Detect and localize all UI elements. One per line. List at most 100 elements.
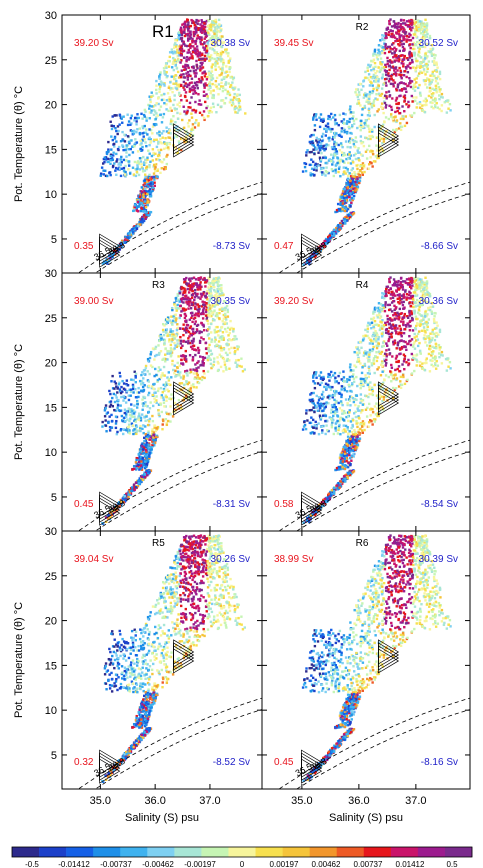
y-tick-label: 10 (45, 705, 57, 717)
transport-bottom-right: -8.73 Sv (213, 241, 250, 252)
transport-top-right: 30.35 Sv (211, 296, 250, 307)
colorbar-swatch (93, 847, 121, 857)
transport-top-left: 39.45 Sv (274, 38, 313, 49)
lower-triangle-marker (301, 500, 323, 526)
y-tick-label: 20 (45, 100, 57, 112)
upper-triangle-marker (378, 132, 400, 158)
colorbar-swatch (363, 847, 392, 857)
y-tick-label: 15 (45, 402, 57, 414)
colorbar-swatch (39, 847, 67, 857)
panel-title: R2 (356, 22, 369, 33)
y-tick-label: 25 (45, 313, 57, 325)
x-tick-label: 36.0 (348, 795, 369, 807)
colorbar-label: 0.00462 (312, 860, 341, 868)
scatter-cloud (99, 18, 247, 265)
isopycnal-line (296, 709, 470, 789)
transport-bottom-left: 0.47 (274, 241, 294, 252)
colorbar-swatch (417, 847, 446, 857)
upper-triangle-marker (378, 648, 400, 674)
panel-title: R4 (356, 280, 369, 291)
transport-bottom-left: 0.45 (74, 499, 94, 510)
colorbar-swatch (201, 847, 229, 857)
isopycnal-line (77, 181, 262, 273)
y-tick-label: 20 (45, 616, 57, 628)
transport-bottom-right: -8.54 Sv (421, 499, 458, 510)
x-tick-label: 37.0 (405, 795, 426, 807)
scatter-cloud (301, 18, 452, 266)
scatter-cloud (101, 276, 246, 525)
x-tick-label: 35.0 (291, 795, 312, 807)
y-tick-label: 30 (45, 10, 57, 22)
transport-top-left: 39.20 Sv (274, 296, 313, 307)
y-tick-label: 15 (45, 660, 57, 672)
upper-triangle-marker (378, 390, 400, 416)
colorbar-swatch (336, 847, 365, 857)
colorbar-swatch (255, 847, 283, 857)
colorbar-label: 0 (240, 860, 245, 868)
colorbar-swatch (390, 847, 419, 857)
x-tick-label: 36.0 (144, 795, 165, 807)
isopycnal-line (77, 697, 262, 789)
upper-triangle-marker (173, 132, 195, 158)
panel-title: R3 (152, 280, 165, 291)
panel-frame (61, 530, 263, 790)
transport-top-right: 30.39 Sv (419, 554, 458, 565)
y-tick-label: 5 (51, 750, 57, 762)
panel-title: R1 (152, 22, 174, 41)
scatter-cloud (301, 276, 452, 524)
upper-triangle-marker (173, 390, 195, 416)
transport-top-left: 39.00 Sv (74, 296, 113, 307)
lower-triangle-marker (99, 500, 121, 526)
y-tick-label: 20 (45, 358, 57, 370)
transport-bottom-left: 0.58 (274, 499, 294, 510)
isopycnal-line (278, 439, 470, 531)
colorbar-swatch (228, 847, 256, 857)
isopycnal-line (94, 709, 262, 789)
transport-top-right: 30.26 Sv (211, 554, 250, 565)
colorbar-label: 0.00197 (270, 860, 299, 868)
y-tick-label: 15 (45, 144, 57, 156)
isopycnal-line (77, 439, 262, 531)
transport-bottom-right: -8.31 Sv (213, 499, 250, 510)
x-axis-label: Salinity (S) psu (125, 812, 199, 824)
transport-bottom-right: -8.16 Sv (421, 757, 458, 768)
colorbar: -0.5 -0.01412 -0.00737 -0.00462 -0.00197 0 0.0… (11, 846, 473, 868)
transport-top-left: 39.20 Sv (74, 38, 113, 49)
colorbar-swatch (174, 847, 202, 857)
isopycnal-line (296, 451, 470, 531)
x-axis-label: Salinity (S) psu (329, 812, 403, 824)
y-tick-label: 30 (45, 526, 57, 538)
y-tick-label: 10 (45, 447, 57, 459)
colorbar-label: 0.00737 (354, 860, 383, 868)
transport-top-right: 30.36 Sv (419, 296, 458, 307)
colorbar-label: -0.00197 (184, 860, 216, 868)
colorbar-swatch (12, 847, 40, 857)
transport-bottom-left: 0.32 (74, 757, 94, 768)
y-tick-label: 25 (45, 571, 57, 583)
transport-top-left: 39.04 Sv (74, 554, 113, 565)
colorbar-label: -0.01412 (58, 860, 90, 868)
transport-bottom-left: 0.35 (74, 241, 94, 252)
y-axis-label: Pot. Temperature (θ) °C (13, 86, 25, 202)
isopycnal-line (296, 193, 470, 273)
colorbar-swatch (309, 847, 338, 857)
colorbar-swatch (282, 847, 310, 857)
isopycnal-line (94, 193, 262, 273)
y-axis-label: Pot. Temperature (θ) °C (13, 344, 25, 460)
transport-top-left: 38.99 Sv (274, 554, 313, 565)
colorbar-label: 0.01412 (396, 860, 425, 868)
colorbar-label: 0.5 (446, 860, 458, 868)
transport-bottom-right: -8.66 Sv (421, 241, 458, 252)
lower-triangle-marker (301, 758, 323, 784)
panel-frame (61, 272, 263, 532)
y-tick-label: 5 (51, 234, 57, 246)
y-tick-label: 30 (45, 268, 57, 280)
colorbar-label: -0.00737 (100, 860, 132, 868)
